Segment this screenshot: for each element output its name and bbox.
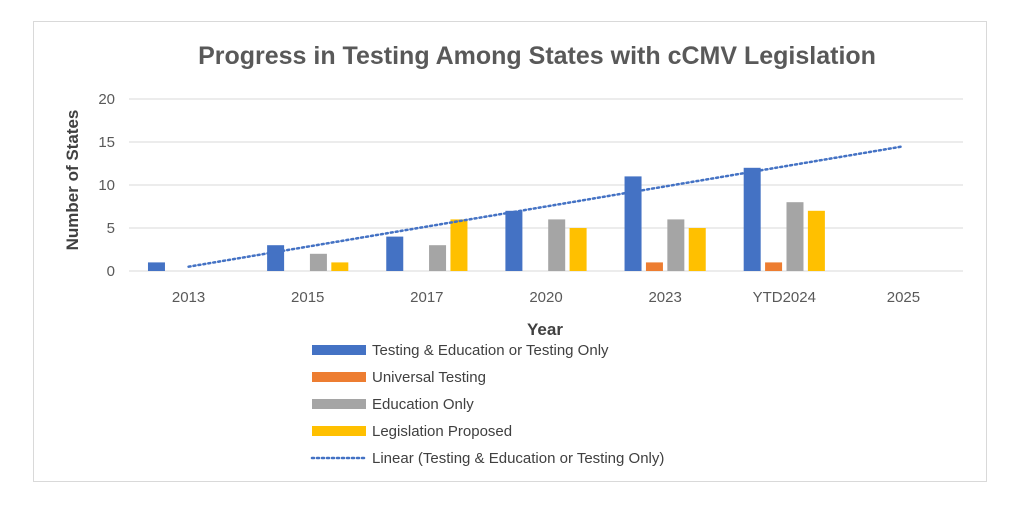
legend-label-trendline: Linear (Testing & Education or Testing O…	[372, 450, 664, 467]
bar-education-only-ytd2024	[786, 202, 804, 271]
bar-education-only-2023	[667, 219, 685, 271]
legend-label: Legislation Proposed	[372, 423, 512, 440]
bar-education-only-2020	[548, 219, 566, 271]
x-tick-label: 2017	[410, 289, 443, 306]
x-tick-labels: 2013 2015 2017 2020 2023 YTD2024 2025	[172, 289, 920, 306]
y-tick-label: 20	[98, 91, 115, 108]
bar-education-only-2017	[429, 245, 447, 271]
x-tick-label: 2023	[648, 289, 681, 306]
x-axis-title: Year	[527, 320, 563, 339]
bar-legislation-proposed-ytd2024	[807, 210, 825, 271]
legend-label: Education Only	[372, 396, 474, 413]
legend: Testing & Education or Testing Only Unive…	[310, 342, 664, 467]
y-tick-label: 5	[107, 220, 115, 237]
bar-testing-education-or-testing-only-2020	[505, 210, 523, 271]
bar-universal-testing-2023	[645, 262, 663, 271]
gridlines	[129, 98, 963, 272]
legend-label: Testing & Education or Testing Only	[372, 342, 609, 359]
bar-testing-education-or-testing-only-2015	[267, 245, 285, 271]
bar-legislation-proposed-2015	[331, 262, 349, 271]
bar-legislation-proposed-2023	[688, 228, 706, 271]
x-tick-label: 2013	[172, 289, 205, 306]
y-tick-label: 15	[98, 134, 115, 151]
chart-frame: Progress in Testing Among States with cC…	[33, 21, 987, 482]
bar-legislation-proposed-2017	[450, 219, 468, 271]
bar-testing-education-or-testing-only-2013	[147, 262, 165, 271]
bar-testing-education-or-testing-only-ytd2024	[743, 167, 761, 271]
chart-canvas: Progress in Testing Among States with cC…	[63, 42, 963, 467]
y-tick-label: 0	[107, 263, 115, 280]
legend-swatch	[312, 345, 366, 355]
y-tick-label: 10	[98, 177, 115, 194]
bar-testing-education-or-testing-only-2023	[624, 176, 642, 271]
trendline-layer	[187, 145, 905, 268]
bars	[147, 167, 825, 271]
legend-swatch	[312, 399, 366, 409]
linear-trendline	[187, 145, 905, 268]
x-tick-label: 2020	[529, 289, 562, 306]
x-tick-label: YTD2024	[753, 289, 816, 306]
x-tick-label: 2025	[887, 289, 920, 306]
bar-legislation-proposed-2020	[569, 228, 587, 271]
bar-education-only-2015	[309, 253, 327, 271]
bar-testing-education-or-testing-only-2017	[386, 236, 404, 271]
x-tick-label: 2015	[291, 289, 324, 306]
bar-universal-testing-ytd2024	[765, 262, 783, 271]
chart-title: Progress in Testing Among States with cC…	[198, 42, 876, 70]
legend-swatch	[312, 426, 366, 436]
y-tick-labels: 0 5 10 15 20	[98, 91, 115, 280]
legend-swatch	[312, 372, 366, 382]
legend-label: Universal Testing	[372, 369, 486, 386]
y-axis-title: Number of States	[63, 110, 82, 251]
